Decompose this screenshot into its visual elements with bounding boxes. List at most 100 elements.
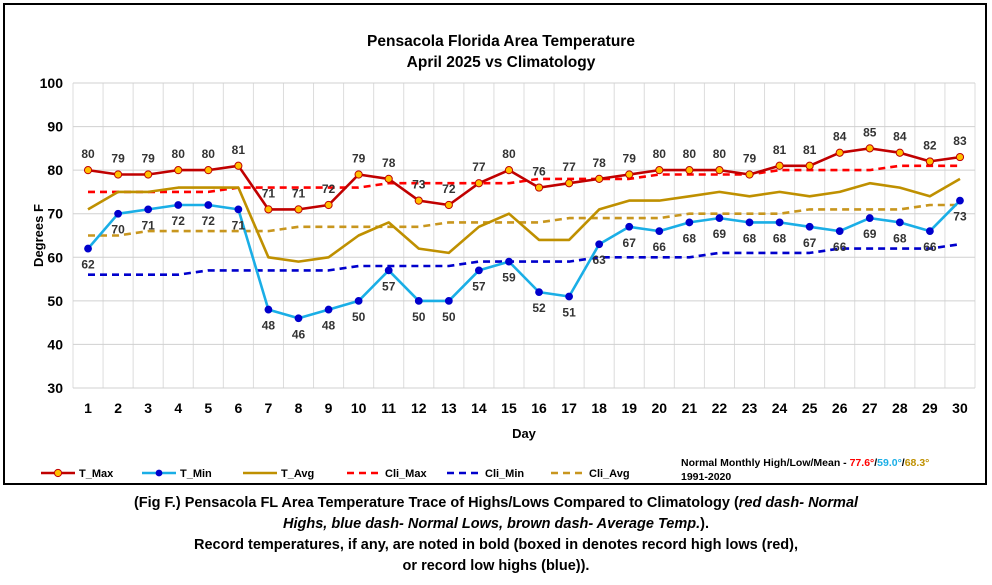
normals-value: 77.6° — [850, 457, 875, 469]
tmin-data-label: 48 — [262, 319, 276, 333]
tmin-data-label: 68 — [743, 231, 757, 245]
tmin-point — [84, 244, 92, 253]
x-tick-label: 27 — [862, 400, 878, 416]
caption-line3: Record temperatures, if any, are noted i… — [194, 537, 798, 553]
normals-value: / — [874, 457, 877, 469]
x-tick-label: 9 — [325, 400, 333, 416]
tmax-data-label: 71 — [262, 186, 276, 200]
tmin-point — [956, 196, 964, 205]
tmin-data-label: 69 — [713, 227, 727, 241]
tmin-data-label: 72 — [202, 214, 216, 228]
tmin-point — [204, 201, 213, 209]
tmax-point — [83, 166, 93, 175]
tmax-data-label: 79 — [111, 152, 125, 166]
tmin-point — [595, 240, 604, 249]
tmax-point — [805, 161, 814, 170]
tmax-point — [444, 200, 453, 210]
x-tick-label: 7 — [265, 400, 273, 416]
tmin-data-label: 46 — [292, 327, 306, 341]
legend-marker — [53, 468, 63, 478]
tmin-data-label: 68 — [773, 231, 787, 245]
x-tick-label: 28 — [892, 400, 908, 416]
tmin-point — [444, 296, 453, 305]
tmax-point — [204, 166, 213, 175]
normals-value: / — [902, 457, 905, 469]
tmin-point — [775, 218, 784, 227]
tmin-data-label: 57 — [382, 279, 396, 293]
legend-label-cli-max: Cli_Max — [385, 468, 427, 480]
x-tick-label: 3 — [144, 400, 152, 416]
tmax-point — [715, 166, 724, 175]
tmax-point — [595, 174, 604, 183]
tmin-point — [655, 227, 664, 236]
x-tick-label: 29 — [922, 400, 938, 416]
tmax-point — [534, 183, 544, 192]
legend-marker — [155, 469, 163, 477]
normals-annotation: Normal Monthly High/Low/Mean - 77.6°/59.… — [681, 457, 929, 469]
tmin-point — [865, 214, 874, 222]
normals-value: 59.0° — [877, 457, 902, 469]
x-tick-label: 12 — [411, 400, 427, 416]
tmin-data-label: 70 — [111, 223, 125, 237]
tmin-point — [926, 227, 934, 236]
tmin-point — [114, 209, 122, 218]
tmax-data-label: 80 — [683, 147, 697, 161]
tmin-point — [414, 296, 423, 305]
figure-caption: (Fig F.) Pensacola FL Area Temperature T… — [0, 493, 992, 577]
caption-line1-text: (Fig F.) Pensacola FL Area Temperature T… — [133, 495, 739, 511]
tmax-data-label: 80 — [713, 147, 727, 161]
y-tick-label: 60 — [47, 249, 63, 265]
legend-label-cli-min: Cli_Min — [485, 468, 524, 480]
tmin-data-label: 57 — [472, 279, 486, 293]
series-line-t-max — [87, 147, 961, 211]
tmax-data-label: 82 — [923, 138, 937, 152]
tmin-point — [715, 214, 724, 222]
tmax-data-label: 77 — [472, 160, 486, 174]
caption-line2-text: ). — [700, 516, 709, 532]
tmin-data-label: 50 — [442, 310, 456, 324]
tmax-point — [865, 144, 874, 153]
tmin-data-label: 67 — [803, 236, 817, 250]
tmax-data-label: 80 — [81, 147, 95, 161]
x-tick-label: 18 — [591, 400, 607, 416]
x-tick-label: 16 — [531, 400, 547, 416]
tmax-point — [775, 161, 784, 170]
tmax-data-label: 79 — [743, 152, 757, 166]
tmin-point — [685, 218, 694, 227]
tmin-data-label: 66 — [653, 240, 667, 254]
tmin-data-label: 66 — [833, 240, 847, 254]
tmax-data-label: 84 — [833, 130, 847, 144]
normals-period: 1991-2020 — [681, 471, 731, 483]
tmax-data-label: 85 — [863, 125, 877, 139]
tmin-point — [324, 305, 333, 314]
tmax-data-label: 80 — [172, 147, 186, 161]
tmax-data-label: 81 — [232, 143, 246, 157]
tmax-point — [354, 170, 363, 179]
tmax-data-label: 72 — [442, 182, 456, 196]
y-tick-label: 80 — [47, 162, 63, 178]
x-tick-label: 2 — [114, 400, 122, 416]
tmax-point — [474, 179, 483, 188]
tmax-point — [504, 166, 514, 175]
tmax-data-label: 79 — [352, 152, 366, 166]
x-tick-label: 20 — [652, 400, 668, 416]
tmax-point — [264, 205, 273, 214]
x-tick-label: 24 — [772, 400, 788, 416]
tmin-data-label: 68 — [893, 231, 907, 245]
series-line-t-min — [87, 199, 961, 320]
tmax-point — [294, 205, 303, 214]
tmin-point — [505, 257, 513, 266]
tmin-point — [384, 266, 393, 275]
legend-label-cli-avg: Cli_Avg — [589, 468, 630, 480]
tmax-point — [174, 166, 183, 175]
tmin-point — [535, 288, 543, 297]
tmax-point — [565, 179, 574, 188]
legend-label-t-avg: T_Avg — [281, 468, 314, 480]
normals-value: 68.3° — [905, 457, 930, 469]
x-tick-label: 22 — [712, 400, 728, 416]
tmin-point — [835, 227, 844, 236]
tmax-point — [745, 170, 754, 179]
tmin-data-label: 71 — [232, 218, 246, 232]
tmax-data-label: 80 — [502, 147, 516, 161]
